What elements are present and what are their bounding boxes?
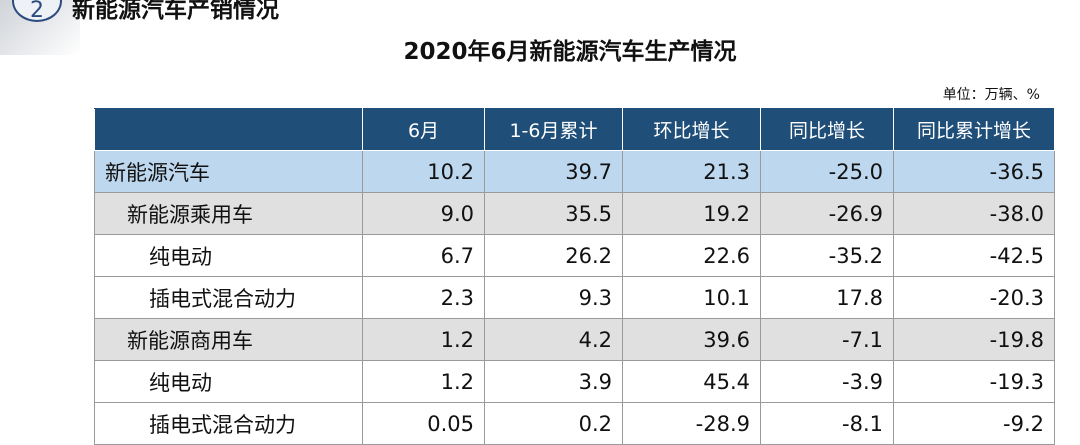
table-row: 纯电动 6.7 26.2 22.6 -35.2 -42.5 (94, 234, 1055, 277)
table-row: 新能源乘用车 9.0 35.5 19.2 -26.9 -38.0 (94, 192, 1055, 235)
section-title: 新能源汽车产销情况 (72, 0, 279, 23)
value-cell: -26.9 (760, 192, 894, 235)
table-row: 插电式混合动力 0.05 0.2 -28.9 -8.1 -9.2 (94, 402, 1055, 445)
header-cell: 同比累计增长 (893, 108, 1055, 151)
value-cell: 10.1 (622, 276, 761, 319)
value-cell: 39.6 (622, 318, 761, 361)
table-row: 纯电动 1.2 3.9 45.4 -3.9 -19.3 (94, 360, 1055, 403)
header-cell: 6月 (362, 108, 485, 151)
value-cell: 45.4 (622, 360, 761, 403)
table-title: 2020年6月新能源汽车生产情况 (403, 39, 737, 65)
value-cell: 17.8 (760, 276, 894, 319)
value-cell: -7.1 (760, 318, 894, 361)
value-cell: 0.05 (362, 402, 485, 445)
value-cell: -19.8 (893, 318, 1055, 361)
value-cell: -35.2 (760, 234, 894, 277)
header-cell (94, 108, 363, 151)
header-cell: 同比增长 (760, 108, 894, 151)
production-table: 6月 1-6月累计 环比增长 同比增长 同比累计增长 新能源汽车 10.2 39.7… (94, 108, 1055, 445)
value-cell: 22.6 (622, 234, 761, 277)
value-cell: -8.1 (760, 402, 894, 445)
row-label: 插电式混合动力 (94, 402, 363, 445)
table-row: 新能源汽车 10.2 39.7 21.3 -25.0 -36.5 (94, 150, 1055, 193)
value-cell: 39.7 (484, 150, 623, 193)
row-label: 纯电动 (94, 234, 363, 277)
table-row: 新能源商用车 1.2 4.2 39.6 -7.1 -19.8 (94, 318, 1055, 361)
value-cell: 21.3 (622, 150, 761, 193)
value-cell: 26.2 (484, 234, 623, 277)
value-cell: 1.2 (362, 318, 485, 361)
value-cell: 6.7 (362, 234, 485, 277)
row-label: 插电式混合动力 (94, 276, 363, 319)
value-cell: -25.0 (760, 150, 894, 193)
row-label: 新能源乘用车 (94, 192, 363, 235)
table-row: 插电式混合动力 2.3 9.3 10.1 17.8 -20.3 (94, 276, 1055, 319)
row-label: 纯电动 (94, 360, 363, 403)
header-cell: 1-6月累计 (484, 108, 623, 151)
table-header-row: 6月 1-6月累计 环比增长 同比增长 同比累计增长 (94, 108, 1055, 151)
value-cell: 1.2 (362, 360, 485, 403)
row-label: 新能源汽车 (94, 150, 363, 193)
value-cell: -28.9 (622, 402, 761, 445)
value-cell: 35.5 (484, 192, 623, 235)
value-cell: 4.2 (484, 318, 623, 361)
value-cell: -36.5 (893, 150, 1055, 193)
value-cell: 0.2 (484, 402, 623, 445)
value-cell: -20.3 (893, 276, 1055, 319)
value-cell: -3.9 (760, 360, 894, 403)
value-cell: 9.3 (484, 276, 623, 319)
row-label: 新能源商用车 (94, 318, 363, 361)
value-cell: 10.2 (362, 150, 485, 193)
unit-label: 单位：万辆、% (942, 87, 1040, 103)
value-cell: 19.2 (622, 192, 761, 235)
value-cell: 2.3 (362, 276, 485, 319)
value-cell: 3.9 (484, 360, 623, 403)
value-cell: -19.3 (893, 360, 1055, 403)
value-cell: -9.2 (893, 402, 1055, 445)
header-cell: 环比增长 (622, 108, 761, 151)
value-cell: -42.5 (893, 234, 1055, 277)
value-cell: 9.0 (362, 192, 485, 235)
value-cell: -38.0 (893, 192, 1055, 235)
